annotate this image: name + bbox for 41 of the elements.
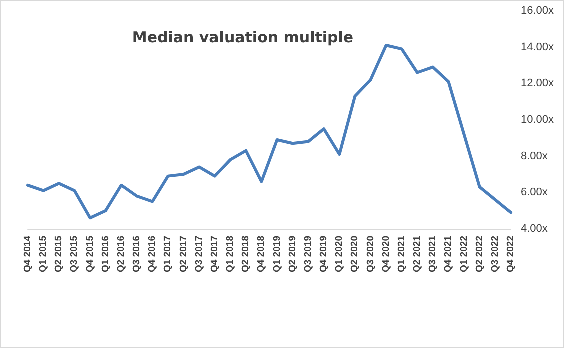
y-tick-label: 8.00x: [521, 150, 548, 162]
x-tick-label: Q3 2016: [132, 236, 143, 272]
line-series: [26, 44, 512, 220]
x-tick-label: Q1 2018: [225, 236, 236, 272]
x-tick-label: Q4 2018: [256, 236, 268, 272]
x-tick-label: Q2 2016: [116, 236, 127, 272]
x-tick-label: Q3 2021: [428, 235, 439, 272]
x-tick-label: Q4 2022: [506, 236, 516, 272]
y-tick-label: 12.00x: [521, 78, 555, 90]
x-tick-label: Q1 2022: [458, 236, 470, 272]
x-tick-label: Q1 2021: [396, 235, 408, 272]
x-tick-label: Q2 2017: [178, 236, 190, 272]
x-tick-label: Q1 2017: [162, 236, 174, 272]
y-tick-label: 10.00x: [521, 114, 555, 126]
x-tick-label: Q4 2017: [209, 236, 220, 272]
x-tick-label: Q4 2016: [147, 236, 158, 272]
x-tick-label: Q3 2017: [194, 236, 205, 272]
x-tick-label: Q3 2015: [69, 235, 80, 272]
x-tick-label: Q3 2020: [365, 236, 376, 272]
y-tick-label: 4.00x: [521, 223, 548, 235]
x-tick-label: Q4 2020: [380, 236, 392, 272]
x-tick-label: Q2 2015: [54, 235, 65, 272]
x-tick-label: Q4 2014: [22, 235, 34, 272]
x-tick-label: Q2 2018: [240, 236, 252, 272]
y-tick-label: 16.00x: [521, 5, 555, 17]
x-tick-label: Q2 2022: [474, 236, 486, 272]
x-tick-label: Q3 2019: [302, 236, 314, 272]
x-tick-label: Q1 2016: [100, 236, 112, 272]
x-tick-label: Q1 2019: [272, 236, 283, 272]
x-tick-label: Q1 2015: [38, 235, 50, 272]
x-tick-label: Q3 2022: [490, 236, 501, 272]
text: Median valuation multiple: [132, 28, 354, 46]
x-tick-label: Q4 2021: [443, 235, 454, 272]
x-tick-label: Q4 2015: [84, 235, 96, 272]
y-tick-label: 6.00x: [521, 186, 548, 199]
x-tick-label: Q2 2020: [350, 236, 361, 272]
x-tick-label: Q1 2020: [334, 236, 346, 272]
x-tick-label: Q2 2021: [412, 235, 424, 272]
y-tick-label: 14.00x: [521, 41, 555, 54]
x-tick-label: Q4 2019: [318, 236, 330, 272]
x-tick-label: Q2 2019: [287, 236, 298, 272]
